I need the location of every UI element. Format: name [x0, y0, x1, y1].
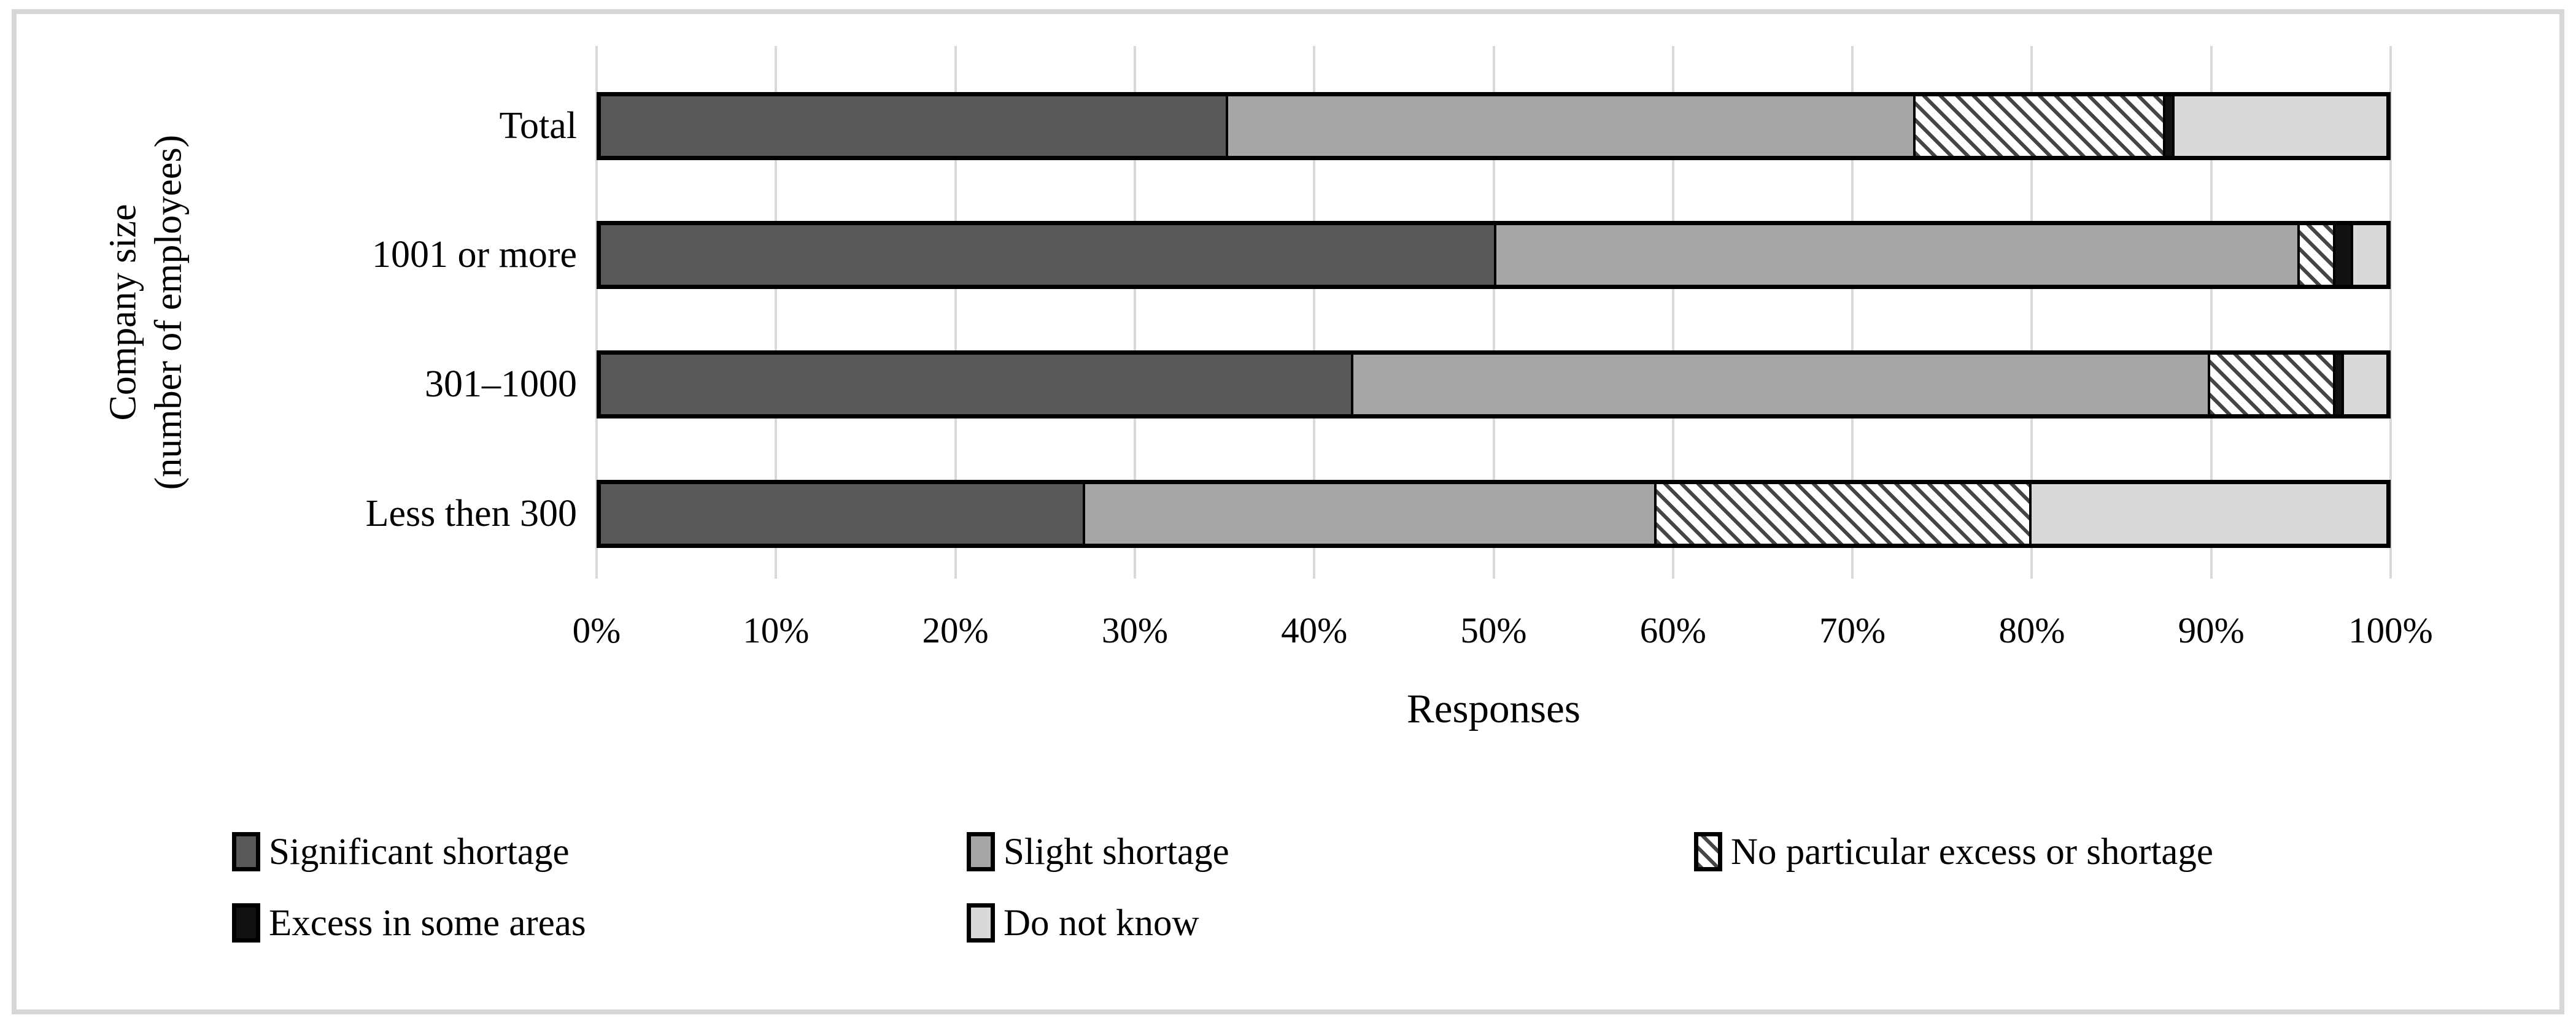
legend-label: Slight shortage	[1004, 831, 1229, 873]
legend-swatch	[1694, 832, 1722, 871]
gridline-50%	[1492, 46, 1495, 579]
legend-label: Significant shortage	[269, 831, 570, 873]
gridline-100%	[2389, 46, 2392, 579]
figure-frame	[12, 9, 2564, 1014]
category-label-Less then 300: Less then 300	[365, 493, 577, 534]
bar-segment	[2172, 96, 2386, 156]
bar-segment	[1654, 484, 2030, 544]
x-axis-title: Responses	[1407, 686, 1580, 731]
category-label-1001 or more: 1001 or more	[371, 234, 577, 276]
gridline-60%	[1671, 46, 1674, 579]
legend-label: Excess in some areas	[269, 902, 586, 944]
bar-segment	[2029, 484, 2386, 544]
legend-item: No particular excess or shortage	[1694, 830, 2213, 874]
x-tick-label-40%: 40%	[1281, 610, 1348, 650]
bar-segment	[1913, 96, 2164, 156]
legend-swatch	[232, 903, 260, 943]
bar-segment	[2163, 96, 2172, 156]
bar-segment	[601, 225, 1494, 285]
bar-segment	[1350, 355, 2208, 414]
x-tick-label-70%: 70%	[1819, 610, 1886, 650]
legend-swatch	[232, 832, 260, 871]
category-label-Total: Total	[499, 105, 577, 147]
legend-label: No particular excess or shortage	[1731, 831, 2213, 873]
x-tick-label-0%: 0%	[572, 610, 621, 650]
legend-item: Excess in some areas	[232, 901, 586, 945]
x-tick-label-60%: 60%	[1639, 610, 1706, 650]
legend-swatch	[967, 832, 995, 871]
x-tick-label-80%: 80%	[1998, 610, 2065, 650]
legend-label: Do not know	[1004, 902, 1199, 944]
gridline-10%	[775, 46, 778, 579]
bar-segment	[1083, 484, 1655, 544]
bar-segment	[2208, 355, 2333, 414]
gridline-30%	[1133, 46, 1136, 579]
x-tick-label-90%: 90%	[2178, 610, 2245, 650]
x-tick-label-20%: 20%	[922, 610, 989, 650]
x-tick-label-30%: 30%	[1101, 610, 1168, 650]
legend-item: Do not know	[967, 901, 1199, 945]
legend-item: Significant shortage	[232, 830, 570, 874]
bar-segment	[2332, 225, 2351, 285]
bar-row-301–1000	[597, 350, 2391, 418]
bar-row-Total	[597, 92, 2391, 160]
legend-item: Slight shortage	[967, 830, 1229, 874]
bar-segment	[2342, 355, 2386, 414]
bar-segment	[601, 96, 1226, 156]
gridline-40%	[1313, 46, 1316, 579]
bar-segment	[2350, 225, 2386, 285]
bar-segment	[601, 484, 1083, 544]
gridline-0%	[595, 46, 598, 579]
x-tick-label-10%: 10%	[743, 610, 810, 650]
legend-swatch	[967, 903, 995, 943]
bar-row-Less then 300	[597, 480, 2391, 548]
gridline-70%	[1851, 46, 1854, 579]
x-tick-label-50%: 50%	[1460, 610, 1527, 650]
gridline-80%	[2030, 46, 2033, 579]
bar-segment	[2332, 355, 2342, 414]
gridline-20%	[954, 46, 957, 579]
category-label-301–1000: 301–1000	[425, 363, 577, 405]
bar-segment	[1493, 225, 2297, 285]
gridline-90%	[2210, 46, 2213, 579]
bar-row-1001 or more	[597, 221, 2391, 289]
x-tick-label-100%: 100%	[2348, 610, 2433, 650]
bar-segment	[601, 355, 1351, 414]
bar-segment	[2297, 225, 2333, 285]
bar-segment	[1226, 96, 1914, 156]
